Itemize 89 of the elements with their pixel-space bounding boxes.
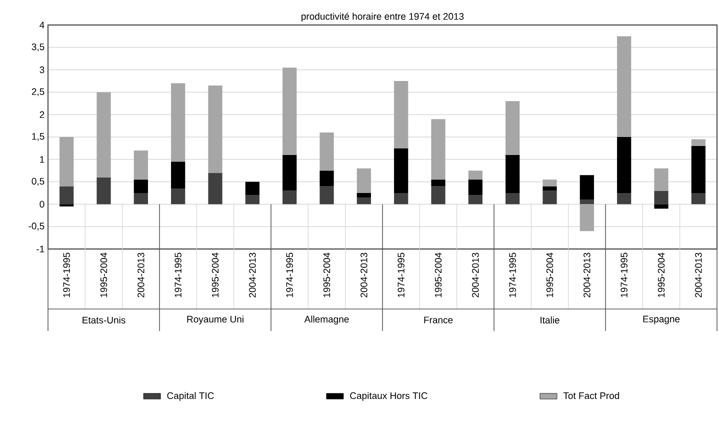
bar <box>431 186 446 204</box>
bar <box>654 168 668 191</box>
bar <box>134 150 148 180</box>
x-tick-label: 1974-1995 <box>509 252 516 298</box>
y-tick-label: 1,5 <box>32 133 44 141</box>
legend-label: Tot Fact Prod <box>563 392 620 400</box>
x-tick-label: 2004-2013 <box>472 252 479 298</box>
bar <box>282 190 297 204</box>
bar <box>394 148 408 193</box>
bar <box>617 36 632 137</box>
bar <box>691 146 706 193</box>
bar <box>617 193 632 204</box>
bar <box>320 132 334 171</box>
bar <box>617 137 632 193</box>
bar <box>282 154 297 191</box>
x-tick-label: 2004-2013 <box>584 252 590 298</box>
bar <box>96 177 111 204</box>
legend-label: Capitaux Hors TIC <box>350 392 428 401</box>
bar <box>468 180 482 196</box>
bar <box>580 175 594 200</box>
x-tick-label: 1974-1995 <box>398 252 404 298</box>
x-tick-label: 1974-1995 <box>174 252 182 298</box>
x-tick-label: 1995-2004 <box>212 252 219 298</box>
x-tick-label: 2004-2013 <box>360 252 368 298</box>
x-tick-label: 2004-2013 <box>249 252 256 298</box>
bar <box>356 168 371 193</box>
bar <box>282 68 297 155</box>
bar <box>468 170 482 180</box>
text: Espagne <box>643 316 680 324</box>
bar <box>60 137 74 186</box>
bar <box>356 197 371 204</box>
bar <box>208 172 222 204</box>
chart-title: productivité horaire entre 1974 et 2013 <box>302 12 464 22</box>
x-tick-label: 1995-2004 <box>546 252 554 298</box>
bar <box>208 85 222 173</box>
bar <box>171 162 186 189</box>
bar <box>431 180 446 186</box>
text: Etats-Unis <box>82 316 126 324</box>
bar <box>60 186 74 204</box>
x-tick-label: 1995-2004 <box>434 252 442 298</box>
text: Italie <box>540 316 560 324</box>
x-tick-label: 1995-2004 <box>100 252 108 298</box>
bar <box>134 193 148 204</box>
y-tick-label: -1 <box>36 246 44 252</box>
bar <box>245 182 260 196</box>
bar <box>394 81 408 148</box>
legend-label: Capital TIC <box>167 392 214 401</box>
bar <box>394 193 408 204</box>
y-tick-label: 2 <box>40 111 44 118</box>
bar <box>691 139 706 146</box>
text: France <box>424 316 453 324</box>
y-tick-label: 0 <box>40 200 44 208</box>
bar <box>580 200 594 204</box>
y-tick-label: -0,5 <box>28 222 44 231</box>
y-tick-label: 3 <box>40 66 44 74</box>
y-tick-label: 1 <box>40 156 44 163</box>
bar <box>356 193 371 198</box>
bar <box>506 154 520 193</box>
bar <box>542 190 557 204</box>
x-tick-label: 1995-2004 <box>323 252 330 298</box>
bar <box>654 204 668 209</box>
text: Allemagne <box>304 316 349 324</box>
bar <box>431 119 446 180</box>
bar <box>506 101 520 155</box>
bar <box>542 180 557 186</box>
bar <box>134 180 148 193</box>
y-tick-label: 2,5 <box>32 88 44 96</box>
bar <box>654 190 668 204</box>
x-tick-label: 1995-2004 <box>658 252 665 298</box>
bar <box>171 83 186 162</box>
bar <box>96 92 111 178</box>
bar <box>542 186 557 191</box>
y-tick-label: 0,5 <box>32 178 44 186</box>
x-tick-label: 1974-1995 <box>286 252 293 298</box>
text: Royaume Uni <box>187 316 244 324</box>
x-tick-label: 1974-1995 <box>63 252 70 298</box>
bar <box>468 195 482 204</box>
x-tick-label: 1974-1995 <box>620 252 628 298</box>
bar <box>320 170 334 186</box>
x-tick-label: 2004-2013 <box>695 252 702 298</box>
bar <box>245 195 260 204</box>
y-tick-label: 4 <box>40 22 44 28</box>
bar <box>320 186 334 204</box>
y-tick-label: 3,5 <box>32 43 44 52</box>
bar <box>580 204 594 232</box>
bar <box>691 193 706 204</box>
bar <box>171 188 186 204</box>
bar <box>506 193 520 204</box>
x-tick-label: 2004-2013 <box>138 252 144 298</box>
